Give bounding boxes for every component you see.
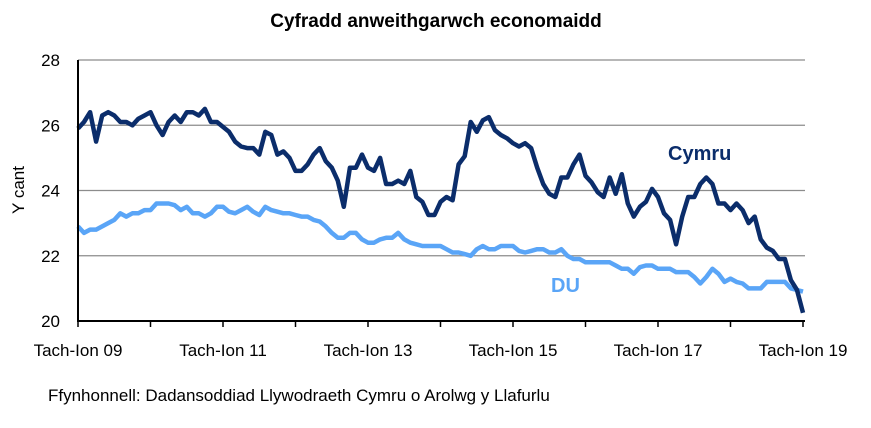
y-tick-label: 24 <box>41 182 60 201</box>
y-tick-label: 22 <box>41 247 60 266</box>
y-tick-label: 26 <box>41 116 60 135</box>
x-tick-label: Tach-Ion 17 <box>614 341 703 360</box>
x-tick-label: Tach-Ion 11 <box>179 341 267 360</box>
y-axis-ticks: 20 22 24 26 28 <box>41 51 60 331</box>
chart-title: Cyfradd anweithgarwch economaidd <box>270 11 602 32</box>
y-axis-label: Y cant <box>9 166 28 214</box>
series-label-cymru: Cymru <box>668 143 731 165</box>
x-tick-label: Tach-Ion 13 <box>324 341 413 360</box>
x-axis-ticks: Tach-Ion 09 Tach-Ion 11 Tach-Ion 13 Tach-Io… <box>34 321 848 360</box>
y-tick-label: 20 <box>41 312 60 331</box>
series-line-du <box>76 201 804 294</box>
gridlines <box>78 59 805 257</box>
series-line-cymru <box>76 106 806 314</box>
series-label-du: DU <box>551 275 580 297</box>
x-tick-label: Tach-Ion 15 <box>469 341 558 360</box>
series-lines <box>76 106 806 314</box>
x-tick-label: Tach-Ion 19 <box>759 341 848 360</box>
source-note: Ffynhonnell: Dadansoddiad Llywodraeth Cy… <box>48 386 550 405</box>
x-tick-label: Tach-Ion 09 <box>34 341 123 360</box>
y-tick-label: 28 <box>41 51 60 70</box>
